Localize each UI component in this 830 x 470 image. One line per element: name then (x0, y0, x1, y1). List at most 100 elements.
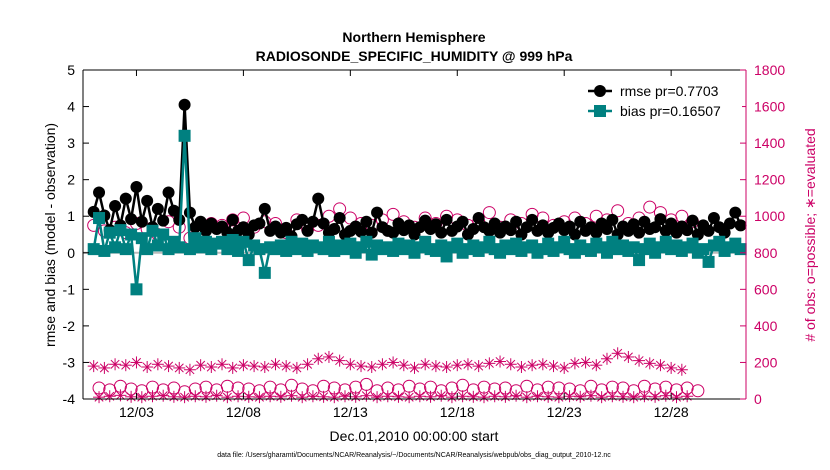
chart-subtitle: RADIOSONDE_SPECIFIC_HUMIDITY @ 999 hPa (256, 48, 573, 64)
y-tick-label-right: 1800 (754, 62, 785, 78)
evaluated-obs-point (595, 391, 608, 404)
rmse-point (226, 213, 239, 226)
bias-point (125, 228, 138, 241)
evaluated-obs-point (178, 391, 191, 404)
asterisk-stroke (254, 392, 264, 402)
asterisk-stroke (163, 361, 174, 371)
bias-point (221, 243, 234, 256)
evaluated-obs-point (627, 391, 640, 404)
asterisk-stroke (388, 357, 398, 367)
evaluated-obs-point (574, 390, 587, 403)
asterisk-stroke (99, 363, 109, 373)
bias-point (600, 246, 613, 259)
bias-point (87, 243, 100, 256)
chart-title: Northern Hemisphere (342, 29, 485, 45)
evaluated-obs-point (365, 361, 378, 374)
legend-rmse-label: rmse pr=0.7703 (620, 83, 719, 99)
rmse-point (600, 223, 613, 236)
evaluated-obs-point (290, 361, 303, 374)
asterisk-stroke (671, 392, 682, 402)
evaluated-obs-point (440, 361, 453, 374)
asterisk-stroke (409, 363, 420, 373)
bias-point (146, 224, 159, 237)
bias-point (253, 243, 266, 256)
rmse-point (130, 180, 143, 193)
rmse-point (194, 215, 207, 228)
bias-point (93, 212, 106, 225)
bias-point (633, 254, 646, 267)
evaluated-obs-point (355, 360, 368, 373)
bias-point (258, 266, 271, 279)
evaluated-obs-point (419, 358, 432, 371)
y-tick-label-right: 600 (754, 281, 778, 297)
y-tick-label-left: 5 (67, 62, 75, 78)
asterisk-stroke (372, 392, 382, 402)
evaluated-obs-point (371, 391, 384, 404)
y-tick-label-left: 0 (67, 245, 75, 261)
asterisk-stroke (554, 392, 564, 402)
evaluated-obs-point (552, 391, 565, 404)
asterisk-stroke (591, 360, 601, 370)
bias-point (157, 228, 170, 241)
asterisk-stroke (367, 362, 377, 372)
evaluated-obs-point (237, 359, 250, 372)
asterisk-stroke (281, 361, 291, 371)
evaluated-obs-point (205, 361, 218, 374)
asterisk-stroke (270, 359, 281, 369)
asterisk-stroke (623, 352, 633, 362)
rmse-point (365, 226, 378, 239)
bias-point (280, 244, 293, 257)
evaluated-obs-point (649, 390, 662, 403)
rmse-point (467, 223, 480, 236)
evaluated-obs-point (280, 360, 293, 373)
rmse-point (665, 217, 678, 230)
bias-point (183, 243, 196, 256)
bias-point (702, 255, 715, 268)
rmse-point (702, 224, 715, 237)
asterisk-stroke (201, 392, 211, 402)
rmse-point (707, 212, 720, 225)
y-tick-label-left: -3 (63, 354, 76, 370)
rmse-point (355, 225, 368, 238)
bias-point (360, 235, 373, 248)
rmse-point (371, 206, 384, 219)
evaluated-obs-point (221, 391, 234, 404)
evaluated-obs-point (312, 352, 325, 365)
rmse-point (183, 206, 196, 219)
evaluated-obs-point (483, 357, 496, 370)
rmse-point (119, 192, 132, 205)
asterisk-stroke (666, 363, 676, 373)
rmse-point (681, 224, 694, 237)
asterisk-stroke (335, 356, 345, 366)
asterisk-stroke (548, 361, 559, 371)
evaluated-obs-point (520, 391, 533, 404)
rmse-point (173, 213, 186, 226)
asterisk-stroke (94, 392, 104, 402)
asterisk-stroke (126, 392, 136, 402)
evaluated-obs-point (643, 357, 656, 370)
asterisk-stroke (228, 363, 238, 373)
evaluated-obs-point (232, 390, 245, 403)
asterisk-stroke (618, 392, 628, 402)
asterisk-stroke (442, 362, 452, 372)
asterisk-stroke (527, 360, 537, 370)
rmse-point (162, 186, 175, 199)
rmse-point (258, 202, 271, 215)
bias-point (226, 233, 239, 246)
asterisk-stroke (89, 361, 99, 371)
bias-point (734, 243, 747, 256)
evaluated-obs-point (654, 359, 667, 372)
evaluated-obs-point (376, 358, 389, 371)
evaluated-obs-point (606, 390, 619, 403)
evaluated-obs-point (515, 361, 528, 374)
rmse-point (93, 186, 106, 199)
asterisk-stroke (196, 360, 206, 370)
asterisk-stroke (217, 359, 227, 369)
legend-bias-marker (594, 105, 606, 117)
bias-point (98, 244, 111, 257)
evaluated-obs-point (242, 390, 255, 403)
bias-point (697, 243, 710, 256)
rmse-point (253, 217, 266, 230)
rmse-point (125, 213, 138, 226)
asterisk-stroke (629, 392, 639, 402)
